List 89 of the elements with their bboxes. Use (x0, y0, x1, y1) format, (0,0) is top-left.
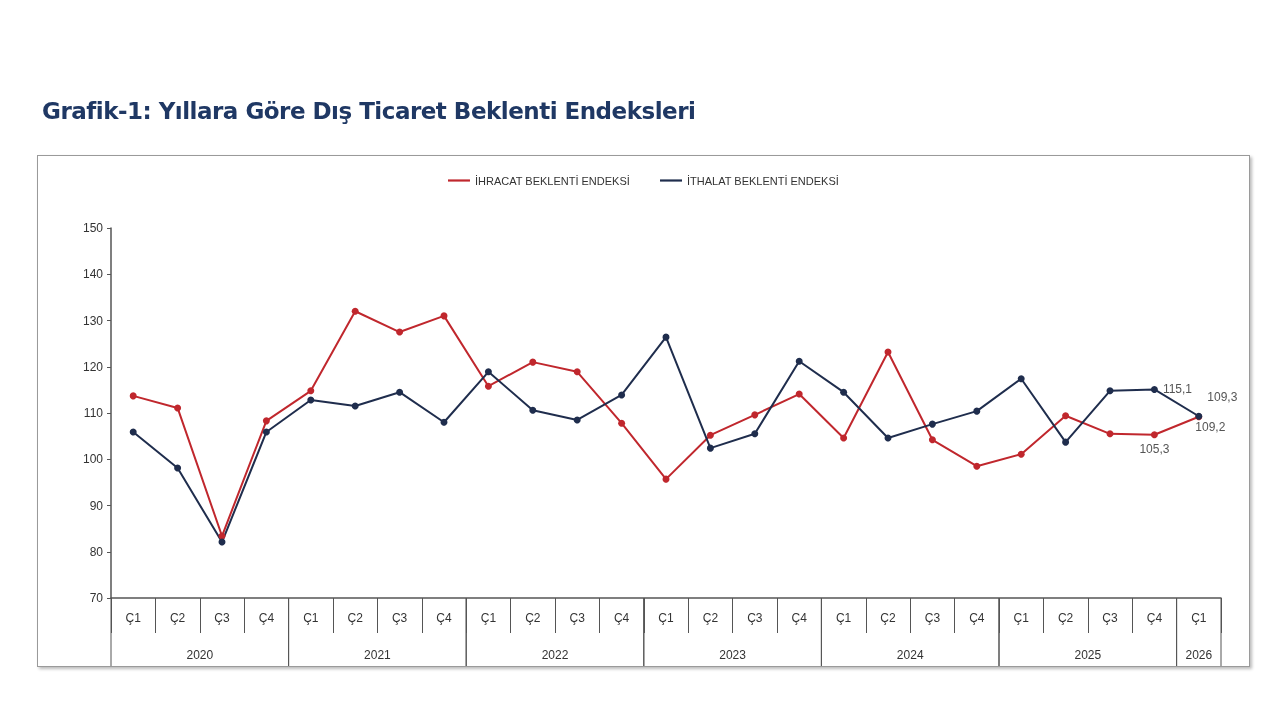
point (973, 462, 981, 470)
point (351, 307, 359, 315)
chart-title: Grafik-1: Yıllara Göre Dış Ticaret Beklenti Endeksleri (42, 98, 696, 124)
point (129, 428, 137, 436)
y-tick-label: 80 (89, 544, 104, 559)
data-label: 109,3 (1207, 389, 1238, 404)
x-tick-label: Ç1 (658, 611, 674, 625)
text: 2024 (896, 648, 924, 662)
point (174, 464, 182, 472)
point (973, 407, 981, 415)
x-tick-label: Ç1 (125, 611, 142, 625)
text: 2022 (541, 648, 569, 662)
legend-label: İHRACAT BEKLENTİ ENDEKSİ (474, 174, 630, 187)
point (174, 404, 182, 412)
point (840, 388, 848, 396)
legend-label: İTHALAT BEKLENTİ ENDEKSİ (687, 174, 839, 187)
point (440, 418, 448, 426)
point (795, 390, 803, 398)
x-tick-label: Ç1 (480, 611, 497, 625)
x-tick-label: Ç1 (1191, 611, 1207, 625)
point (1017, 450, 1025, 458)
point (1150, 385, 1158, 393)
y-tick-label: 120 (82, 359, 104, 374)
y-tick-label: 130 (82, 313, 104, 328)
point (307, 396, 315, 404)
point (262, 428, 270, 436)
point (751, 411, 759, 419)
x-tick-label: Ç3 (391, 611, 408, 625)
point (529, 358, 537, 366)
x-tick-label: Ç4 (613, 611, 630, 625)
x-tick-label: Ç3 (214, 611, 230, 625)
point (618, 419, 626, 427)
text: 2025 (1074, 648, 1102, 662)
x-tick-label: Ç3 (1102, 611, 1118, 625)
point (928, 420, 936, 428)
point (573, 416, 581, 424)
y-tick-label: 90 (89, 498, 104, 513)
x-tick-label: Ç2 (880, 611, 896, 625)
point (129, 392, 137, 400)
y-tick-label: 100 (82, 452, 104, 467)
point (618, 391, 626, 399)
x-tick-label: Ç2 (525, 611, 541, 625)
point (396, 388, 404, 396)
data-label: 109,2 (1195, 420, 1226, 435)
point (396, 328, 404, 336)
x-tick-label: Ç4 (791, 611, 808, 625)
point (1062, 438, 1070, 446)
point (1062, 412, 1070, 420)
x-tick-label: Ç1 (303, 611, 319, 625)
text: 2026 (1185, 648, 1213, 662)
point (751, 430, 759, 438)
point (840, 434, 848, 442)
x-tick-label: Ç1 (835, 611, 852, 625)
data-label: 115,1 (1162, 382, 1193, 397)
point (1017, 375, 1025, 383)
point (529, 406, 537, 414)
point (262, 417, 270, 425)
text: 2020 (186, 648, 214, 662)
text: 2023 (719, 648, 747, 662)
text: 2021 (364, 648, 392, 662)
x-tick-label: Ç2 (347, 611, 364, 625)
data-label: 105,3 (1139, 442, 1170, 457)
point (573, 368, 581, 376)
x-tick-label: Ç3 (569, 611, 586, 625)
x-tick-label: Ç4 (258, 611, 275, 625)
point (1106, 430, 1114, 438)
x-tick-label: Ç4 (436, 611, 452, 625)
x-tick-label: Ç2 (1057, 611, 1074, 625)
point (307, 387, 315, 395)
y-tick-label: 150 (82, 221, 104, 235)
point (1150, 431, 1158, 439)
x-tick-label: Ç4 (969, 611, 985, 625)
x-tick-label: Ç2 (169, 611, 186, 625)
point (484, 382, 492, 390)
y-tick-label: 140 (82, 267, 104, 282)
y-tick-label: 70 (89, 591, 104, 605)
point (706, 444, 714, 452)
x-tick-label: Ç1 (1013, 611, 1030, 625)
x-tick-label: Ç4 (1146, 611, 1163, 625)
point (928, 436, 936, 444)
point (795, 357, 803, 365)
y-tick-label: 110 (83, 406, 104, 420)
x-tick-label: Ç3 (924, 611, 941, 625)
point (1106, 387, 1114, 395)
x-tick-label: Ç3 (747, 611, 763, 625)
point (351, 402, 359, 410)
point (484, 368, 492, 376)
x-tick-label: Ç2 (702, 611, 719, 625)
point (706, 431, 714, 439)
